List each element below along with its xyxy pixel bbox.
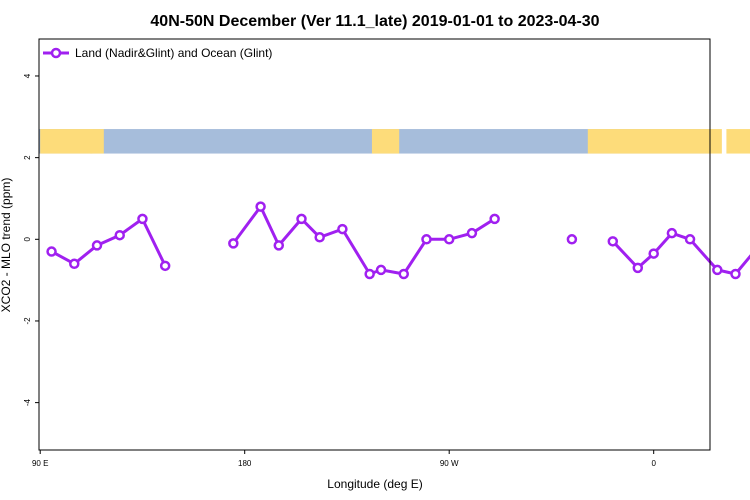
data-point: [46, 246, 57, 257]
y-axis-label: XCO2 - MLO trend (ppm): [0, 178, 13, 313]
chart-title: 40N-50N December (Ver 11.1_late) 2019-01…: [150, 13, 599, 30]
data-point: [255, 201, 266, 212]
legend-label: Land (Nadir&Glint) and Ocean (Glint): [75, 46, 272, 60]
data-point: [228, 238, 239, 249]
data-point: [648, 248, 659, 259]
y-tick-label: -4: [23, 399, 32, 407]
map-land: [726, 129, 750, 154]
data-point: [730, 268, 741, 280]
data-point: [566, 234, 578, 245]
data-point: [314, 232, 325, 243]
series-points: [46, 201, 741, 280]
data-point: [337, 223, 348, 235]
series-line: [50, 217, 167, 267]
data-point: [607, 236, 619, 247]
y-tick-label: 0: [23, 237, 32, 242]
data-point: [466, 227, 478, 239]
legend: Land (Nadir&Glint) and Ocean (Glint): [43, 46, 272, 60]
data-point: [375, 264, 387, 276]
data-point: [159, 260, 171, 272]
data-point: [684, 234, 696, 245]
data-point: [489, 213, 500, 225]
x-tick-label: 180: [238, 459, 252, 468]
data-point: [273, 240, 285, 251]
legend-marker: [50, 47, 62, 59]
data-point: [114, 229, 125, 241]
data-point: [421, 234, 432, 245]
data-point: [364, 268, 375, 280]
data-point: [666, 227, 678, 239]
plot-frame: [38, 38, 711, 451]
data-point: [91, 240, 103, 251]
world-map-band: [39, 129, 750, 154]
y-tick-label: -2: [23, 317, 32, 325]
series-lines: [50, 205, 750, 276]
data-point: [443, 234, 455, 245]
data-point: [137, 213, 148, 225]
x-tick-label: 90 W: [440, 459, 459, 468]
map-land: [587, 129, 722, 154]
data-point: [632, 262, 644, 274]
map-land: [40, 129, 93, 154]
y-axis-ticks: 4 2 0 -2 -4: [23, 73, 39, 406]
map-land: [90, 129, 104, 154]
y-tick-label: 2: [23, 155, 32, 160]
x-tick-label: 90 E: [32, 459, 48, 468]
data-point: [712, 264, 723, 276]
data-point: [69, 258, 80, 270]
x-axis-label: Longitude (deg E): [327, 477, 422, 491]
series-line: [611, 231, 750, 276]
map-land: [371, 129, 400, 154]
data-point: [296, 213, 307, 225]
x-tick-label: 0: [651, 459, 656, 468]
series-line: [232, 205, 496, 276]
data-point: [398, 268, 410, 280]
y-tick-label: 4: [23, 73, 32, 78]
